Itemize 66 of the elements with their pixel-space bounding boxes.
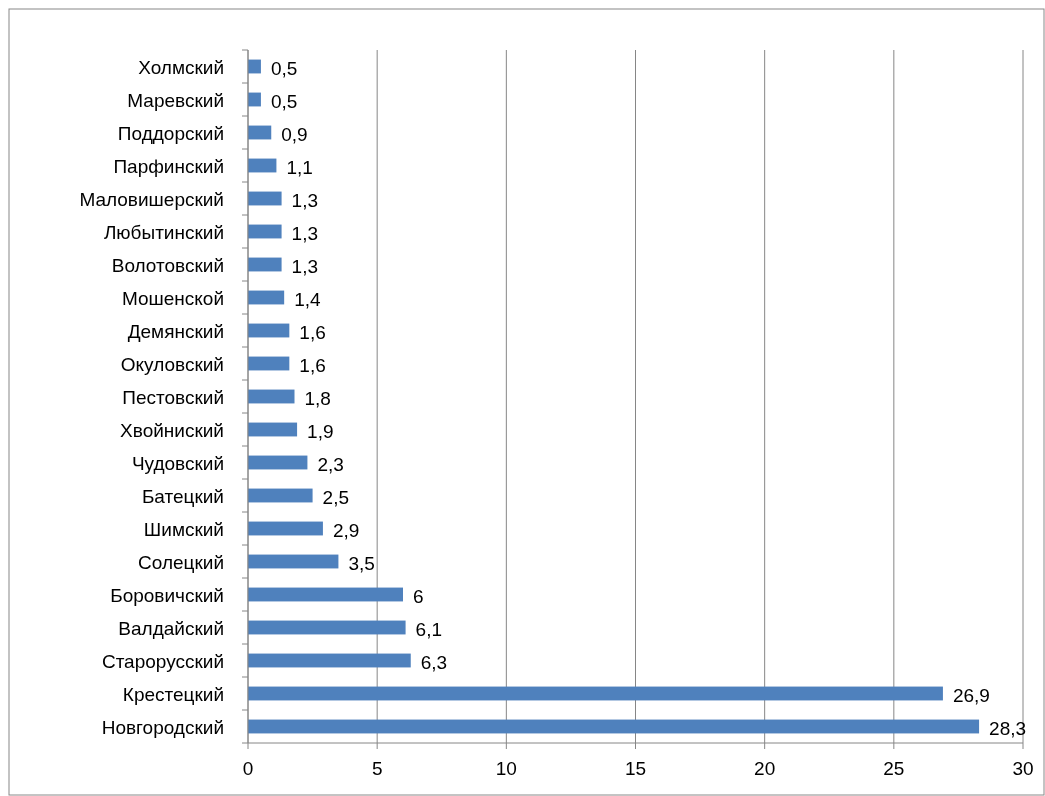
bar: [248, 224, 282, 239]
data-label: 0,9: [281, 123, 308, 145]
data-label: 26,9: [952, 684, 990, 706]
y-tick-label: Окуловский: [120, 353, 224, 375]
y-tick-label: Холмский: [138, 56, 224, 78]
y-tick-label: Демянский: [127, 320, 224, 342]
y-tick-label: Боровичский: [110, 584, 224, 606]
data-label: 1,8: [304, 387, 331, 409]
data-label: 6,3: [420, 651, 448, 673]
bar: [248, 356, 290, 371]
bar: [248, 191, 282, 206]
data-label: 1,3: [291, 189, 319, 211]
bar: [248, 521, 323, 536]
y-tick-label: Чудовский: [131, 452, 224, 474]
data-label: 2,9: [332, 519, 360, 541]
y-tick-label: Мошенской: [121, 287, 224, 309]
y-tick-label: Парфинский: [113, 155, 224, 177]
bar: [248, 290, 285, 305]
bar: [248, 719, 980, 734]
bar: [248, 389, 295, 404]
x-tick-label: 10: [495, 758, 517, 779]
y-tick-label: Хвойниский: [120, 419, 224, 441]
bar: [248, 455, 308, 470]
y-tick-label: Новгородский: [101, 716, 224, 738]
bar: [248, 422, 298, 437]
data-label: 1,6: [299, 321, 326, 343]
bar: [248, 323, 290, 338]
bar: [248, 257, 282, 272]
data-label: 1,1: [286, 156, 313, 178]
data-label: 0,5: [270, 90, 298, 112]
bar: [248, 686, 943, 701]
x-tick-label: 30: [1012, 758, 1034, 779]
x-tick-label: 15: [624, 758, 647, 779]
y-tick-label: Солецкий: [138, 551, 224, 573]
bar: [248, 653, 411, 668]
data-label: 6,1: [415, 618, 443, 640]
data-label: 1,3: [291, 255, 319, 277]
y-tick-label: Волотовский: [111, 254, 224, 276]
data-label: 1,6: [299, 354, 326, 376]
y-tick-label: Маловишерский: [79, 188, 224, 210]
data-label: 2,3: [317, 453, 344, 475]
bar: [248, 488, 313, 503]
bar: [248, 554, 339, 569]
data-label: 0,5: [270, 57, 298, 79]
x-tick-label: 25: [883, 758, 905, 779]
data-label: 28,3: [989, 717, 1027, 739]
y-tick-label: Маревский: [127, 89, 224, 111]
x-tick-label: 0: [242, 758, 254, 779]
y-tick-label: Пестовский: [122, 386, 224, 408]
y-tick-label: Старорусский: [101, 650, 224, 672]
x-tick-label: 5: [371, 758, 383, 779]
y-tick-label: Поддорский: [117, 122, 224, 144]
data-label: 1,3: [291, 222, 319, 244]
y-tick-label: Любытинский: [103, 221, 224, 243]
data-label: 2,5: [322, 486, 350, 508]
data-label: 6: [413, 585, 424, 607]
data-label: 1,4: [294, 288, 322, 310]
y-tick-label: Валдайский: [118, 617, 224, 639]
y-tick-label: Шимский: [143, 518, 224, 540]
bar: [248, 620, 406, 635]
x-tick-label: 20: [754, 758, 776, 779]
y-tick-label: Крестецкий: [122, 683, 224, 705]
y-tick-label: Батецкий: [141, 485, 224, 507]
data-label: 3,5: [348, 552, 375, 574]
bar: [248, 587, 403, 602]
data-label: 1,9: [307, 420, 334, 442]
